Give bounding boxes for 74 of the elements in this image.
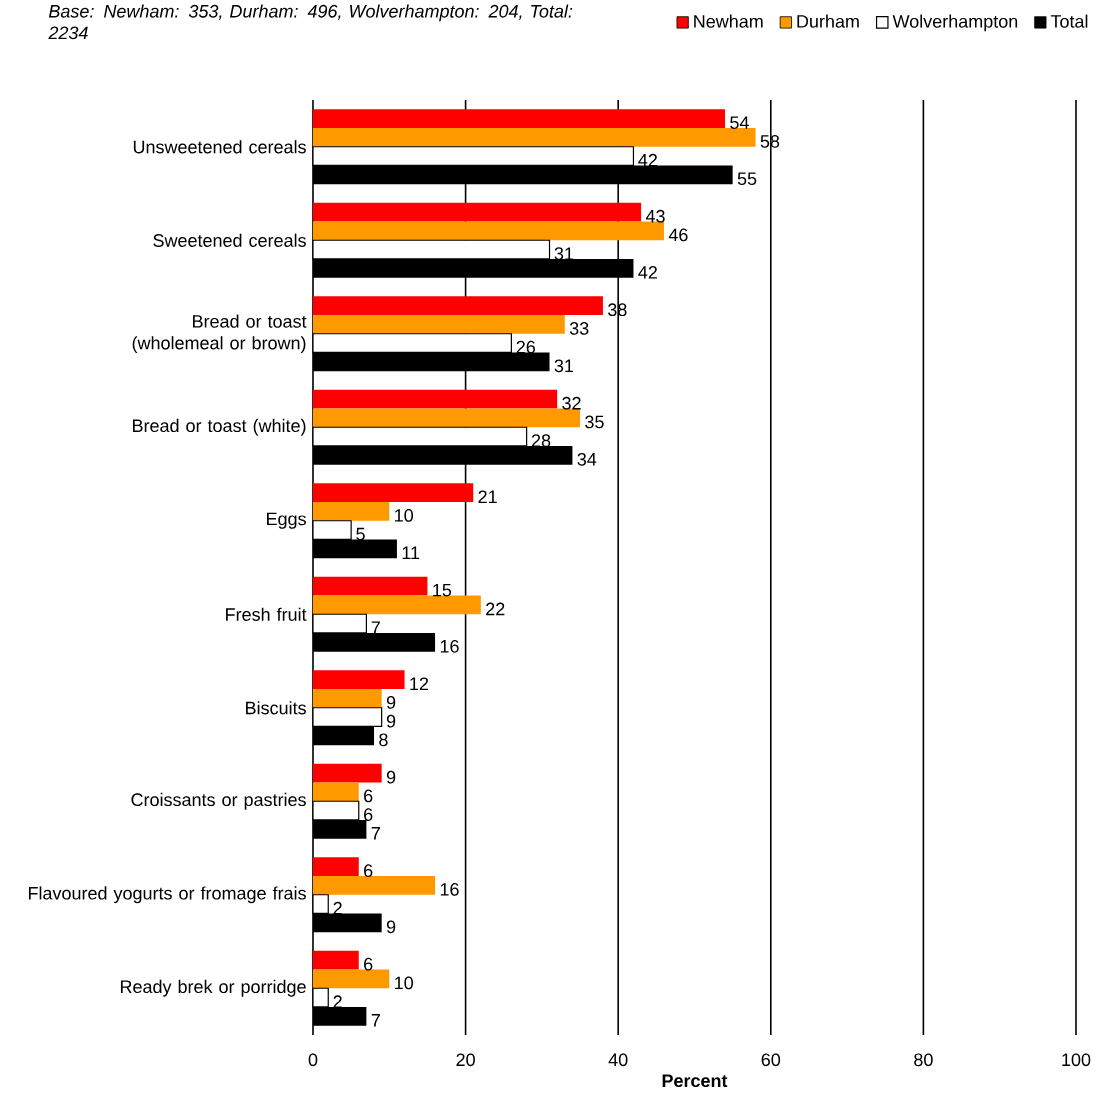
- bar: [312, 389, 558, 409]
- data-label: 21: [478, 490, 497, 503]
- y-tick-label: Biscuits: [246, 701, 306, 715]
- bar: [312, 315, 565, 334]
- data-label: 9: [386, 920, 396, 934]
- data-label: 55: [737, 172, 757, 186]
- data-label: 31: [554, 359, 574, 373]
- y-tick-label: Fresh fruit: [226, 607, 307, 621]
- data-label: 54: [730, 116, 749, 129]
- bar: [312, 689, 382, 708]
- data-label: 7: [371, 1014, 380, 1027]
- data-label: 16: [440, 639, 459, 653]
- bar: [312, 502, 390, 521]
- x-tick-label: 100: [1062, 1053, 1091, 1067]
- data-label: 5: [356, 527, 365, 541]
- bar: [312, 576, 428, 596]
- y-tick-label: Bread or toast (white): [133, 418, 306, 436]
- bar: [312, 876, 436, 895]
- data-label: 43: [645, 209, 665, 223]
- bar: [312, 296, 603, 316]
- data-label: 12: [410, 677, 429, 690]
- x-axis-title: Percent: [662, 1074, 728, 1088]
- data-label: 22: [486, 602, 505, 616]
- data-label: 11: [402, 546, 420, 559]
- data-label: 46: [668, 228, 688, 242]
- data-label: 35: [585, 415, 604, 429]
- data-label: 15: [433, 583, 452, 597]
- y-tick-label: Unsweetened cereals: [133, 140, 306, 154]
- x-tick-label: 0: [308, 1053, 318, 1067]
- data-label: 34: [577, 452, 597, 466]
- bar: [312, 670, 405, 690]
- data-label: 8: [379, 733, 388, 747]
- data-label: 9: [386, 714, 396, 728]
- data-label: 6: [364, 808, 373, 821]
- bar: [312, 483, 474, 503]
- bar: [312, 221, 664, 241]
- bar: [312, 969, 390, 989]
- data-label: 7: [371, 827, 380, 840]
- y-tick-label: Flavoured yogurts or fromage frais: [28, 886, 306, 904]
- x-tick-label: 80: [914, 1053, 933, 1067]
- y-tick-label: Eggs: [267, 512, 306, 529]
- x-tick-label: 40: [608, 1053, 628, 1067]
- y-tick-label: Ready brek or porridge: [120, 979, 306, 997]
- data-label: 32: [562, 396, 581, 410]
- x-tick-label: 20: [456, 1053, 475, 1067]
- legend-label: Wolverhampton: [892, 14, 1018, 32]
- legend-label: Newham: [694, 14, 763, 28]
- x-tick-label: 60: [761, 1053, 781, 1067]
- data-label: 10: [395, 976, 414, 990]
- data-label: 6: [364, 864, 373, 878]
- data-label: 9: [386, 696, 396, 709]
- data-label: 6: [364, 957, 373, 971]
- data-label: 6: [364, 789, 373, 803]
- data-label: 42: [638, 266, 657, 279]
- bar: [312, 950, 359, 970]
- bar: [312, 202, 642, 222]
- legend-label: Total: [1050, 14, 1088, 28]
- data-label: 16: [440, 883, 459, 896]
- bar: [312, 128, 756, 147]
- y-tick-label: Croissants or pastries: [131, 792, 306, 810]
- bar: [312, 595, 481, 615]
- chart-subtitle: Base: Newham: 353, Durham: 496, Wolverhampton: 204, Total: 2234: [48, 4, 573, 40]
- data-label: 9: [386, 770, 396, 784]
- y-tick-label: Sweetened cereals: [153, 233, 306, 247]
- data-label: 26: [516, 340, 535, 354]
- bar: [312, 109, 726, 129]
- bar: [312, 408, 581, 428]
- data-label: 33: [569, 322, 589, 335]
- bar: [312, 782, 359, 802]
- y-tick-label: Bread or toast (wholemeal or brown): [132, 314, 307, 353]
- data-label: 10: [395, 509, 414, 522]
- bar: [312, 763, 382, 783]
- legend-label: Durham: [797, 14, 859, 28]
- bar: [312, 857, 359, 877]
